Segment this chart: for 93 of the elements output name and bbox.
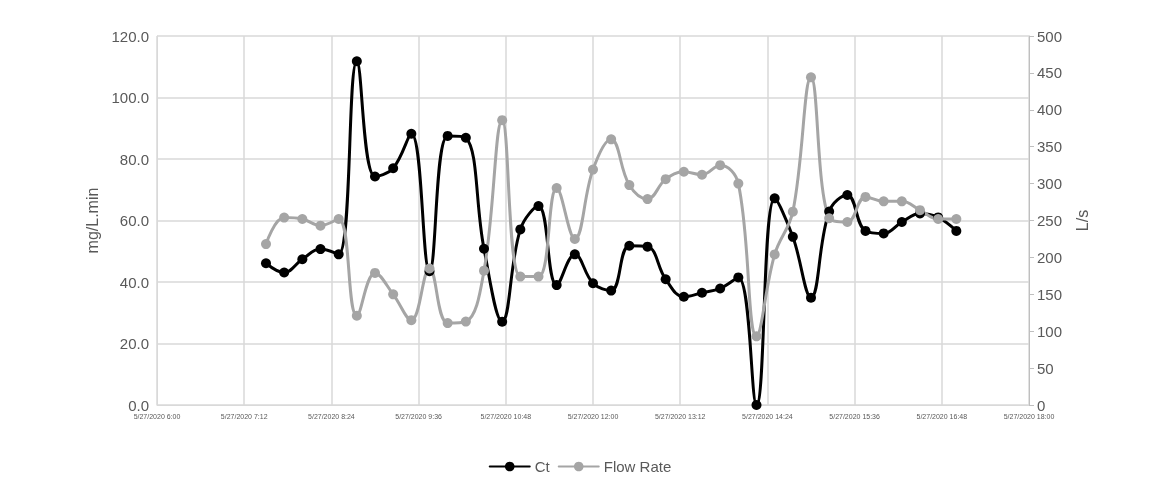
point	[533, 201, 544, 212]
point	[315, 220, 326, 231]
point	[842, 189, 853, 200]
point	[715, 160, 726, 171]
y2-tick-label: 350	[1037, 138, 1063, 156]
y-tick-label: 0.0	[128, 396, 149, 414]
point	[787, 206, 798, 217]
point	[642, 241, 653, 252]
point	[697, 287, 707, 298]
y2-tick-label: 50	[1037, 359, 1054, 377]
point	[769, 193, 780, 204]
point	[733, 272, 744, 283]
point	[697, 169, 707, 180]
point	[751, 400, 762, 410]
point	[261, 239, 271, 250]
point	[769, 249, 780, 260]
point	[533, 271, 544, 282]
point	[315, 244, 326, 255]
point	[624, 180, 635, 191]
point	[569, 249, 580, 260]
point	[624, 240, 635, 251]
point	[642, 194, 653, 205]
y-tick-label: 60.0	[119, 212, 149, 229]
y-tick-label: 40.0	[119, 273, 149, 291]
point	[442, 318, 453, 329]
point	[460, 316, 471, 327]
y-tick-label: 80.0	[119, 150, 149, 168]
point	[333, 249, 344, 260]
legend-label: Flow Rate	[603, 458, 672, 475]
point	[406, 128, 417, 139]
point	[351, 56, 362, 67]
y2-tick-label: 400	[1037, 101, 1063, 119]
point	[842, 216, 853, 227]
point	[279, 267, 290, 278]
point	[297, 254, 308, 265]
point	[751, 331, 762, 342]
point	[333, 214, 344, 225]
point	[297, 214, 308, 225]
point	[678, 166, 689, 177]
point	[388, 289, 399, 300]
point	[951, 225, 962, 236]
point	[279, 212, 290, 223]
point	[569, 233, 580, 244]
point	[896, 196, 907, 207]
y-tick-label: 120.0	[111, 27, 149, 45]
y2-tick-label: 300	[1037, 175, 1063, 193]
point	[660, 274, 671, 285]
y2-axis-title: L/s	[1073, 209, 1091, 232]
point	[479, 265, 489, 276]
point	[515, 224, 526, 235]
point	[479, 243, 489, 254]
point	[588, 278, 598, 289]
point	[460, 132, 471, 143]
point	[370, 267, 380, 278]
point	[787, 231, 798, 242]
point	[678, 291, 689, 302]
point	[551, 280, 562, 291]
point	[806, 292, 816, 303]
legend-label: Ct	[534, 458, 551, 475]
point	[442, 130, 453, 141]
point	[351, 310, 362, 321]
y2-tick-label: 200	[1037, 248, 1063, 266]
point	[261, 258, 271, 269]
y2-tick-label: 250	[1037, 212, 1063, 229]
y2-tick-label: 500	[1037, 27, 1063, 45]
y-tick-label: 20.0	[119, 335, 149, 352]
point	[878, 228, 889, 239]
point	[824, 213, 835, 224]
point	[733, 178, 744, 189]
y-tick-label: 100.0	[111, 89, 149, 106]
point	[370, 171, 380, 182]
y2-tick-label: 0	[1037, 396, 1046, 414]
point	[951, 214, 962, 225]
point	[606, 134, 617, 145]
y-axis-title: mg/L.min	[84, 187, 102, 254]
point	[515, 271, 526, 282]
point	[860, 191, 871, 202]
point	[860, 225, 871, 236]
point	[606, 285, 617, 296]
y2-tick-label: 100	[1037, 322, 1063, 340]
point	[588, 164, 598, 175]
point	[715, 283, 726, 294]
y2-tick-label: 150	[1037, 285, 1063, 303]
point	[551, 183, 562, 194]
point	[896, 217, 907, 228]
y2-tick-label: 450	[1037, 64, 1063, 82]
point	[497, 115, 508, 126]
point	[388, 163, 399, 174]
point	[406, 315, 417, 326]
point	[660, 174, 671, 185]
point	[806, 72, 816, 83]
point	[878, 196, 889, 207]
point	[497, 316, 508, 327]
